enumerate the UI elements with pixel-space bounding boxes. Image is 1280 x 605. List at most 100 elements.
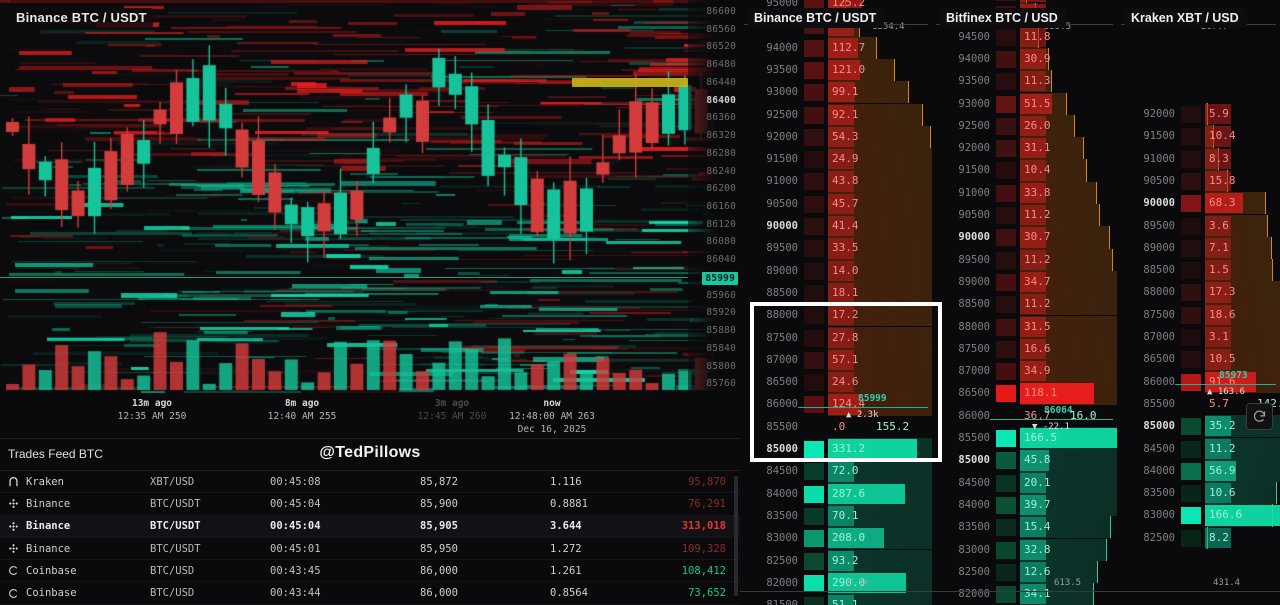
trade-row[interactable]: Binance BTC/USDT 00:45:01 85,950 1.272 109,32… — [0, 538, 740, 561]
depth-row[interactable]: 86500 24.6 — [740, 371, 932, 394]
depth-title-kraken: Kraken XBT / USD — [1125, 8, 1247, 28]
depth-row[interactable]: 88500 1.5 — [1117, 259, 1280, 282]
depth-row[interactable]: 91500 24.9 — [740, 148, 932, 171]
level-heat-swatch — [996, 140, 1016, 158]
depth-row[interactable]: 89000 14.0 — [740, 259, 932, 282]
depth-row[interactable]: 81500 51.1 — [740, 594, 932, 605]
depth-row[interactable]: 83500 10.6 — [1117, 482, 1280, 505]
depth-row[interactable]: 90000 68.3 — [1117, 192, 1280, 215]
depth-row[interactable]: 86000 91.6 — [1117, 370, 1280, 393]
depth-row[interactable]: 90000 41.4 — [740, 215, 932, 238]
depth-row[interactable]: 88000 31.5 — [932, 315, 1117, 338]
orderbook-heatmap-chart[interactable]: Binance BTC / USDT 86600 86560 86520 86480 8… — [0, 0, 740, 440]
feed-scrollbar[interactable] — [734, 476, 738, 596]
depth-row[interactable]: 85000 45.8 — [932, 449, 1117, 472]
depth-row[interactable]: 90500 45.7 — [740, 192, 932, 215]
depth-row[interactable]: 88500 18.1 — [740, 281, 932, 305]
depth-row[interactable]: 88000 17.3 — [1117, 281, 1280, 304]
depth-row[interactable]: 87000 34.9 — [932, 360, 1117, 383]
depth-row[interactable]: 82500 12.6 — [932, 560, 1117, 584]
depth-row[interactable]: 86500 10.5 — [1117, 348, 1280, 371]
depth-row[interactable]: 87500 18.6 — [1117, 303, 1280, 326]
depth-row[interactable]: 85500 — [740, 416, 932, 438]
depth-row[interactable]: 87500 16.6 — [932, 337, 1117, 361]
depth-row[interactable]: 84500 72.0 — [740, 460, 932, 483]
depth-row[interactable]: 89500 11.2 — [932, 248, 1117, 271]
trade-row[interactable]: Binance BTC/USDT 00:45:04 85,905 3.644 313,01… — [0, 515, 740, 538]
depth-row[interactable]: 85500 — [1117, 393, 1280, 415]
depth-row[interactable]: 82000 290.0 — [740, 571, 932, 595]
depth-row[interactable]: 92500 92.1 — [740, 103, 932, 126]
depth-row[interactable]: 89000 34.7 — [932, 270, 1117, 294]
level-heat-swatch — [804, 39, 824, 57]
depth-row[interactable]: 91500 10.4 — [932, 159, 1117, 182]
depth-row[interactable]: 86500 118.1 — [932, 382, 1117, 405]
depth-row[interactable]: 89000 7.1 — [1117, 236, 1280, 260]
depth-row[interactable]: 90500 11.2 — [932, 204, 1117, 227]
depth-row[interactable]: 82500 8.2 — [1117, 526, 1280, 549]
depth-row[interactable]: 94000 112.7 — [740, 36, 932, 59]
depth-price-label: 89500 — [1143, 219, 1175, 232]
time-axis: 13m ago 12:35 AM 250 8m ago 12:40 AM 255 3m … — [0, 393, 740, 440]
spread-ask-qty: .0 — [832, 419, 846, 433]
depth-column-bitfinex[interactable]: 9550022.79500031.19450011.89400030.99350… — [932, 0, 1117, 605]
depth-row[interactable]: 84500 11.2 — [1117, 437, 1280, 460]
trade-exchange-label: Binance — [26, 520, 71, 533]
depth-row[interactable]: 84000 39.7 — [932, 493, 1117, 517]
trade-row[interactable]: Binance BTC/USDT 00:45:04 85,900 0.8881 76,29… — [0, 493, 740, 516]
time-relative: 13m ago — [131, 398, 173, 409]
depth-row[interactable]: 85000 331.2 — [740, 438, 932, 461]
depth-row[interactable]: 88000 17.2 — [740, 304, 932, 327]
depth-row[interactable]: 89500 3.6 — [1117, 214, 1280, 237]
depth-column-binance[interactable]: 95000125.29450096.194000112.793500121.09… — [740, 0, 932, 605]
depth-row[interactable]: 93500 121.0 — [740, 58, 932, 82]
depth-row[interactable]: 84000 56.9 — [1117, 459, 1280, 483]
depth-row[interactable]: 83500 15.4 — [932, 516, 1117, 539]
depth-row[interactable]: 93500 11.3 — [932, 70, 1117, 93]
refresh-button[interactable] — [1246, 403, 1273, 430]
depth-row[interactable]: 92000 5.9 — [1117, 103, 1280, 126]
depth-row[interactable]: 84000 287.6 — [740, 482, 932, 505]
depth-row[interactable]: 89500 33.5 — [740, 237, 932, 260]
depth-row[interactable]: 92000 54.3 — [740, 125, 932, 149]
depth-row[interactable]: 93000 99.1 — [740, 81, 932, 104]
depth-row[interactable]: 82000 34.1 — [932, 583, 1117, 605]
heatmap-canvas[interactable] — [0, 0, 740, 395]
depth-row[interactable]: 87500 27.8 — [740, 326, 932, 349]
price-axis[interactable]: 86600 86560 86520 86480 86440 86400 86360 86320… — [688, 0, 740, 395]
depth-row[interactable]: 83000 166.6 — [1117, 504, 1280, 527]
depth-row[interactable]: 91000 8.3 — [1117, 147, 1280, 170]
depth-row[interactable]: 91000 33.8 — [932, 181, 1117, 204]
depth-row[interactable]: 87000 57.1 — [740, 348, 932, 372]
depth-row[interactable]: 9550022.7 — [932, 0, 1117, 4]
depth-row[interactable]: 94000 30.9 — [932, 47, 1117, 71]
depth-row[interactable]: 91500 10.4 — [1117, 125, 1280, 148]
depth-row[interactable]: 87000 3.1 — [1117, 326, 1280, 349]
trade-row[interactable]: Coinbase BTC/USD 00:43:45 86,000 1.261 108,41… — [0, 560, 740, 583]
trade-time: 00:45:04 — [270, 497, 321, 510]
level-heat-swatch — [804, 351, 824, 369]
depth-row[interactable]: 90500 15.8 — [1117, 169, 1280, 193]
trade-value: 76,291 — [688, 497, 726, 510]
depth-row[interactable]: 86000 — [932, 405, 1117, 427]
depth-row[interactable]: 83000 32.8 — [932, 538, 1117, 561]
depth-row[interactable]: 83500 70.1 — [740, 504, 932, 528]
depth-price-label: 84000 — [1143, 464, 1175, 477]
depth-row[interactable]: 91000 43.8 — [740, 170, 932, 193]
depth-row[interactable]: 82500 93.2 — [740, 549, 932, 572]
depth-row[interactable]: 92500 26.0 — [932, 114, 1117, 138]
depth-column-kraken[interactable]: 92000 5.9 91500 10.4 91000 8.3 90500 15.8 90000 6… — [1117, 0, 1280, 605]
trade-row[interactable]: Kraken XBT/USD 00:45:08 85,872 1.116 95,870 — [0, 471, 740, 494]
depth-price-label: 85000 — [766, 443, 798, 455]
depth-row[interactable]: 88500 11.2 — [932, 293, 1117, 316]
depth-row[interactable]: 85500 166.5 — [932, 427, 1117, 450]
depth-row[interactable]: 90000 30.7 — [932, 226, 1117, 249]
depth-row[interactable]: 86000 124.4 — [740, 393, 932, 416]
depth-row[interactable]: 84500 20.1 — [932, 471, 1117, 494]
trade-row[interactable]: Coinbase BTC/USD 00:43:44 86,000 0.8564 73,65… — [0, 582, 740, 605]
depth-row[interactable]: 93000 51.5 — [932, 92, 1117, 115]
depth-row[interactable]: 94500 11.8 — [932, 25, 1117, 48]
depth-row[interactable]: 83000 208.0 — [740, 527, 932, 550]
depth-row[interactable]: 92000 31.1 — [932, 137, 1117, 160]
trades-feed-rows[interactable]: Kraken XBT/USD 00:45:08 85,872 1.116 95,870 Bi… — [0, 471, 740, 605]
